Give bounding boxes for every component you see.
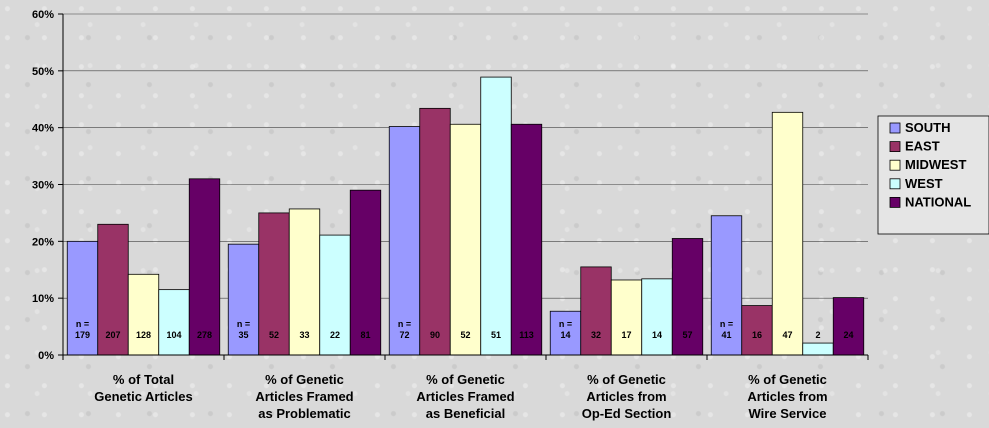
x-category-label-line: % of Genetic [265,372,344,387]
bar-national [832,297,865,356]
n-value-label: 72 [399,330,409,340]
n-value-label: 17 [621,330,631,340]
x-category-label: % of Genetic Articles Framed as Beneficial [416,372,514,421]
bar-midwest [771,111,804,356]
bar-national [671,238,704,356]
bar-west [158,289,190,356]
n-value-label: 113 [519,330,534,340]
n-prefix-label: n = [237,319,250,329]
x-category-label-line: % of Genetic [587,372,666,387]
legend-label-east: EAST [905,139,940,154]
y-tick-label: 20% [32,236,54,248]
bar-midwest [127,273,160,356]
x-category-label-line: Op-Ed Section [582,406,672,421]
n-value-label: 278 [197,330,212,340]
bar-national [188,178,221,356]
n-value-label: 16 [752,330,762,340]
y-tick-label: 10% [32,293,54,305]
bar-east [419,107,451,356]
n-value-label: 41 [721,330,731,340]
n-value-label: 35 [238,330,248,340]
legend-label-midwest: MIDWEST [905,157,966,172]
n-value-label: 90 [430,330,440,340]
n-value-label: 14 [560,330,570,340]
bar-west [641,278,673,356]
legend: SOUTH EAST MIDWEST WEST NATIONAL [877,115,989,235]
bar-east [580,266,612,356]
x-category-label: % of Genetic Articles Framed as Problemati… [255,372,353,421]
bar-national [349,189,382,356]
bar-midwest [449,123,482,356]
n-value-label: 81 [360,330,370,340]
x-category-label: % of Total Genetic Articles [94,372,193,404]
bar-national [510,123,543,356]
x-category-label: % of Genetic Articles from Wire Service [747,372,827,421]
n-value-label: 52 [460,330,470,340]
y-tick-label: 50% [32,66,54,78]
legend-label-south: SOUTH [905,120,951,135]
n-value-label: 24 [843,330,853,340]
n-value-label: 179 [75,330,90,340]
x-category-label-line: Articles Framed [416,389,514,404]
y-tick-label: 30% [32,180,54,192]
x-category-label-line: Articles from [586,389,666,404]
legend-label-west: WEST [905,176,943,191]
y-tick-label: 60% [32,9,54,21]
x-category-label: % of Genetic Articles from Op-Ed Section [582,372,672,421]
n-value-label: 14 [652,330,662,340]
legend-swatch-midwest [889,159,901,171]
bar-midwest [610,279,643,356]
legend-swatch-west [889,178,901,190]
x-category-label-line: as Problematic [258,406,351,421]
n-value-label: 33 [299,330,309,340]
bar-east [741,305,773,356]
n-value-label: 128 [136,330,151,340]
n-value-label: 32 [591,330,601,340]
n-value-label: 51 [491,330,501,340]
legend-swatch-national [889,196,901,208]
x-category-label-line: % of Genetic [426,372,505,387]
n-value-label: 52 [269,330,279,340]
x-category-label-line: Articles Framed [255,389,353,404]
n-prefix-label: n = [559,319,572,329]
n-value-label: 104 [166,330,181,340]
y-tick-label: 40% [32,123,54,135]
x-category-label-line: % of Total [113,372,174,387]
x-category-label-line: % of Genetic [748,372,827,387]
n-value-label: 2 [815,330,820,340]
x-category-label-line: as Beneficial [426,406,506,421]
n-prefix-label: n = [398,319,411,329]
n-value-label: 207 [105,330,120,340]
legend-swatch-south [889,122,901,134]
n-prefix-label: n = [720,319,733,329]
legend-swatch-east [889,141,901,153]
bar-west [319,234,351,356]
x-category-label-line: Articles from [747,389,827,404]
bar-west [802,342,834,356]
bar-south [710,215,743,356]
y-axis: 0% 10% 20% 30% 40% 50% 60% [32,9,64,362]
legend-box [877,115,989,235]
y-tick-label: 0% [38,350,54,362]
bar-south [227,243,260,356]
x-axis: % of Total Genetic Articles % of Genetic Ar… [62,354,869,421]
bar-south [388,126,421,356]
x-category-label-line: Genetic Articles [94,389,193,404]
legend-label-national: NATIONAL [905,194,971,209]
bar-west [480,76,512,356]
n-value-label: 57 [682,330,692,340]
n-value-label: 47 [782,330,792,340]
bars [66,76,865,356]
x-category-label-line: Wire Service [749,406,827,421]
n-value-label: 22 [330,330,340,340]
n-prefix-label: n = [76,319,89,329]
